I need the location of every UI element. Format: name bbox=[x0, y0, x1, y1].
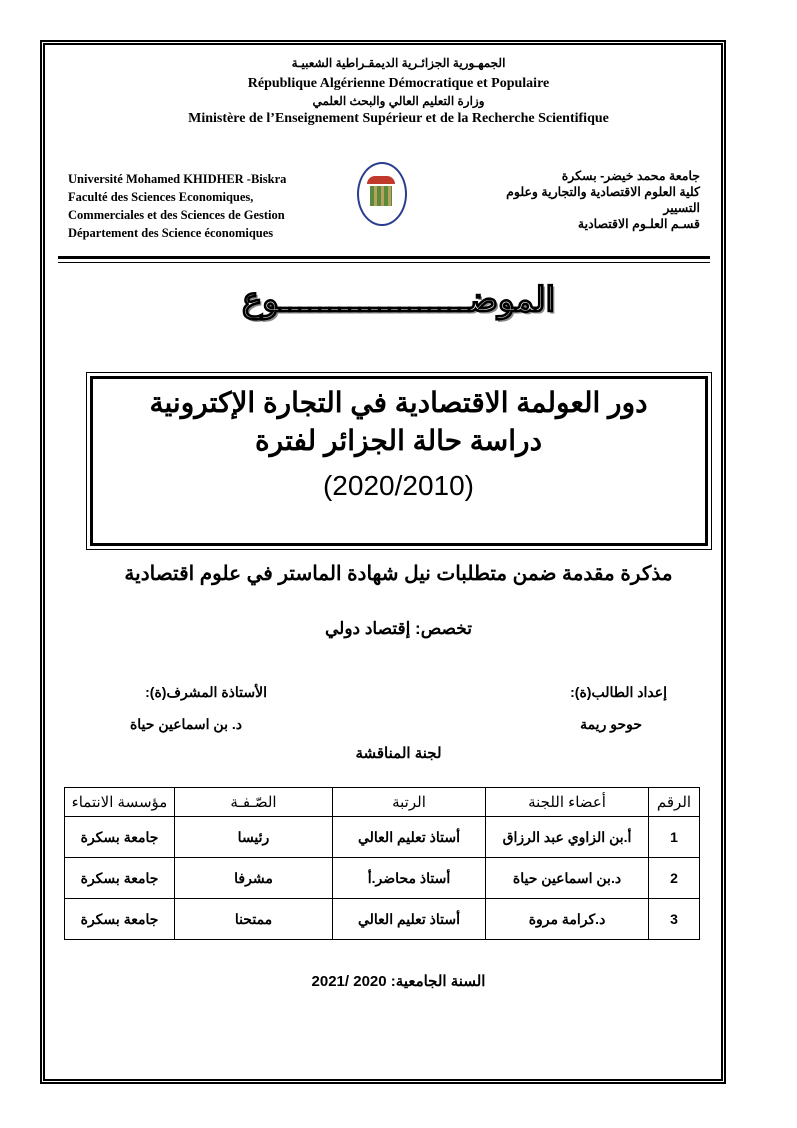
title-line-2: دراسة حالة الجزائر لفترة bbox=[254, 425, 543, 456]
ar-line: كلية العلوم الاقتصادية والتجارية وعلوم bbox=[506, 185, 700, 199]
title-line-1: دور العولمة الاقتصادية في التجارة الإكتر… bbox=[149, 387, 648, 418]
table-row: 2 د.بن اسماعين حياة أستاذ محاضر.أ مشرفا جامع… bbox=[64, 857, 700, 899]
subject-heading: الموضـــــــــــــــــــوع bbox=[241, 280, 556, 320]
student-name: حوحو ريمة bbox=[580, 716, 642, 732]
ar-line: التسيير bbox=[663, 201, 700, 215]
ar-university-block: جامعة محمد خيضر- بسكرة كلية العلوم الاقت… bbox=[480, 168, 700, 232]
supervisor-label: الأستاذة المشرف(ة): bbox=[145, 684, 267, 700]
ar-line: قسـم العلـوم الاقتصادية bbox=[577, 217, 700, 231]
ar-ministry: وزارة التعليم العالي والبحث العلمي bbox=[312, 94, 485, 108]
fr-republic: République Algérienne Démocratique et Po… bbox=[247, 76, 550, 91]
fr-line: Faculté des Sciences Economiques, bbox=[68, 190, 254, 204]
committee-table: الرقم أعضاء اللجنة الرتبة الصّـفـة مؤسسة… bbox=[64, 787, 700, 940]
cell: د.كرامة مروة bbox=[485, 898, 649, 940]
header-cell: الرتبة bbox=[332, 787, 486, 817]
academic-year: السنة الجامعية: 2020 /2021 bbox=[311, 973, 486, 990]
title-line-3: (2020/2010) bbox=[322, 470, 474, 501]
cell: جامعة بسكرة bbox=[64, 857, 175, 899]
table-row: 3 د.كرامة مروة أستاذ تعليم العالي ممتحنا جام… bbox=[64, 898, 700, 940]
ar-republic: الجمهـورية الجزائـرية الديمقـراطية الشعب… bbox=[291, 56, 506, 70]
header-cell: الصّـفـة bbox=[174, 787, 333, 817]
cell: ممتحنا bbox=[174, 898, 333, 940]
cell: 3 bbox=[648, 898, 700, 940]
university-logo bbox=[357, 162, 407, 226]
cell: أ.بن الزاوي عبد الرزاق bbox=[485, 816, 649, 858]
cell: رئيسا bbox=[174, 816, 333, 858]
header-cell: الرقم bbox=[648, 787, 700, 817]
supervisor-name: د. بن اسماعين حياة bbox=[129, 716, 242, 732]
specialty: تخصص: إقتصاد دولي bbox=[325, 619, 472, 638]
thesis-statement: مذكرة مقدمة ضمن متطلبات نيل شهادة الماست… bbox=[124, 563, 673, 585]
fr-university-block: Université Mohamed KHIDHER -Biskra Facul… bbox=[68, 170, 286, 242]
fr-line: Commerciales et des Sciences de Gestion bbox=[68, 208, 285, 222]
table-row: 1 أ.بن الزاوي عبد الرزاق أستاذ تعليم العال… bbox=[64, 816, 700, 858]
fr-ministry: Ministère de l’Enseignement Supérieur et… bbox=[188, 111, 609, 126]
cell: أستاذ محاضر.أ bbox=[332, 857, 486, 899]
cell: أستاذ تعليم العالي bbox=[332, 898, 486, 940]
cell: د.بن اسماعين حياة bbox=[485, 857, 649, 899]
cell: جامعة بسكرة bbox=[64, 816, 175, 858]
fr-line: Université Mohamed KHIDHER -Biskra bbox=[68, 172, 287, 186]
committee-title: لجنة المناقشة bbox=[355, 745, 442, 762]
cell: مشرفا bbox=[174, 857, 333, 899]
page-border bbox=[40, 40, 726, 1084]
student-label: إعداد الطالب(ة): bbox=[570, 684, 667, 700]
ar-line: جامعة محمد خيضر- بسكرة bbox=[561, 169, 700, 183]
header-cell: أعضاء اللجنة bbox=[485, 787, 649, 817]
header-cell: مؤسسة الانتماء bbox=[64, 787, 175, 817]
cell: 2 bbox=[648, 857, 700, 899]
fr-line: Département des Science économiques bbox=[68, 226, 274, 240]
cell: 1 bbox=[648, 816, 700, 858]
cell: أستاذ تعليم العالي bbox=[332, 816, 486, 858]
cell: جامعة بسكرة bbox=[64, 898, 175, 940]
title-box bbox=[86, 372, 712, 550]
table-header-row: الرقم أعضاء اللجنة الرتبة الصّـفـة مؤسسة… bbox=[64, 787, 700, 817]
header-separator bbox=[58, 256, 710, 263]
